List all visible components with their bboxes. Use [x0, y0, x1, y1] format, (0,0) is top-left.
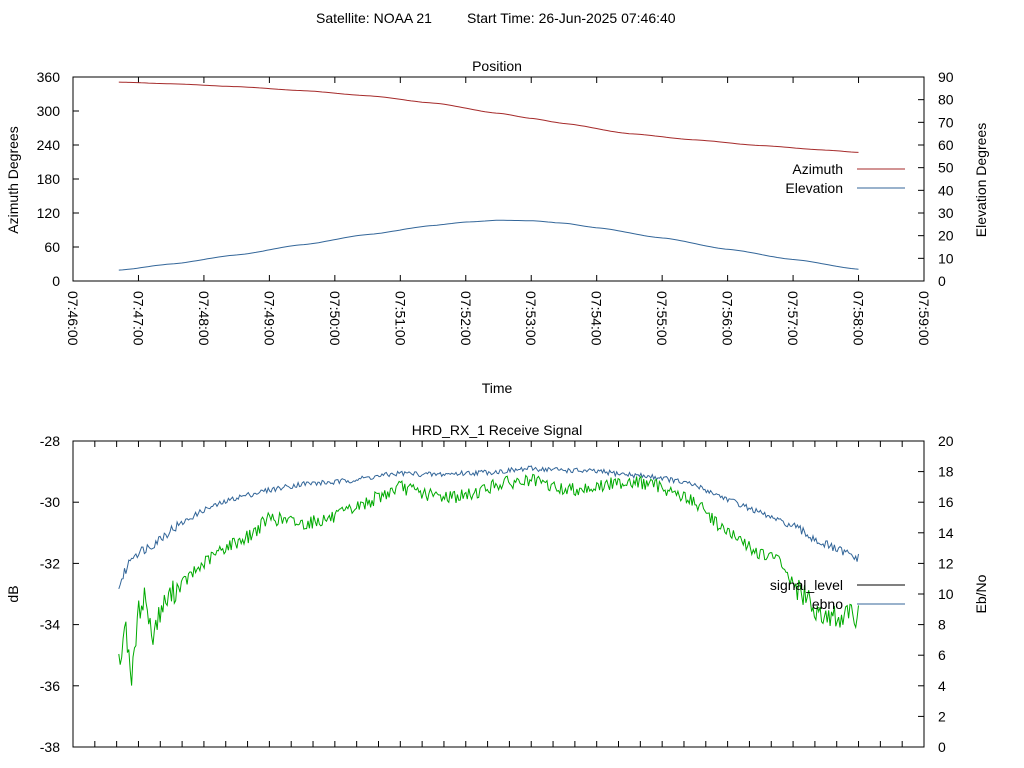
x-tick-label: 07:49:00 [261, 291, 277, 346]
x-tick-label: 07:46:00 [65, 291, 81, 346]
position-y2-ticks: 0 10 20 30 40 50 60 70 80 90 [918, 69, 954, 289]
y-tick-label: -34 [40, 617, 60, 633]
x-tick-label: 07:52:00 [458, 291, 474, 346]
y2-tick-label: 4 [938, 678, 946, 694]
y-tick-label: 60 [44, 239, 60, 255]
y-tick-label: 0 [52, 273, 60, 289]
y2-tick-label: 16 [938, 494, 954, 510]
signal-y2-ticks: 0 2 4 6 8 10 12 14 16 18 20 [918, 433, 954, 755]
series-line-elevation [118, 219, 859, 271]
y2-tick-label: 0 [938, 273, 946, 289]
y2-tick-label: 20 [938, 228, 954, 244]
x-tick-label: 07:56:00 [720, 291, 736, 346]
x-tick-label: 07:55:00 [654, 291, 670, 346]
series-line-signal-level-green- [118, 473, 859, 686]
y2-tick-label: 90 [938, 69, 954, 85]
x-tick-label: 07:54:00 [589, 291, 605, 346]
position-chart-title: Position [472, 58, 522, 74]
y-tick-label: 300 [37, 103, 61, 119]
y2-tick-label: 80 [938, 92, 954, 108]
y2-tick-label: 40 [938, 182, 954, 198]
y-tick-label: -38 [40, 739, 60, 755]
signal-legend: signal_level ebno [770, 577, 905, 612]
position-x-ticks: 07:46:00 07:47:00 07:48:00 07:49:00 07:50:00… [65, 77, 932, 346]
signal-series [118, 465, 859, 686]
legend-azimuth-label: Azimuth [792, 161, 843, 177]
signal-y-axis-label: dB [5, 585, 21, 602]
y-tick-label: 180 [37, 171, 61, 187]
header-satellite: Satellite: NOAA 21 [316, 10, 432, 26]
x-tick-label: 07:47:00 [130, 291, 146, 346]
legend-ebno-label: ebno [812, 596, 843, 612]
x-tick-label: 07:57:00 [785, 291, 801, 346]
y2-tick-label: 50 [938, 160, 954, 176]
y2-tick-label: 14 [938, 525, 954, 541]
y-tick-label: 120 [37, 205, 61, 221]
position-x-axis-label: Time [482, 380, 513, 396]
y2-tick-label: 30 [938, 205, 954, 221]
x-tick-label: 07:59:00 [916, 291, 932, 346]
x-tick-label: 07:50:00 [327, 291, 343, 346]
y2-tick-label: 8 [938, 617, 946, 633]
x-tick-label: 07:48:00 [196, 291, 212, 346]
y-tick-label: -28 [40, 433, 60, 449]
y2-tick-label: 12 [938, 555, 954, 571]
series-line-ebno [118, 465, 859, 590]
position-y2-axis-label: Elevation Degrees [973, 123, 989, 237]
x-tick-label: 07:58:00 [851, 291, 867, 346]
y2-tick-label: 10 [938, 586, 954, 602]
y2-tick-label: 18 [938, 464, 954, 480]
position-y-axis-label: Azimuth Degrees [5, 126, 21, 233]
x-tick-label: 07:51:00 [392, 291, 408, 346]
y2-tick-label: 6 [938, 647, 946, 663]
y-tick-label: -32 [40, 555, 60, 571]
y-tick-label: 240 [37, 137, 61, 153]
signal-chart-title: HRD_RX_1 Receive Signal [412, 422, 582, 438]
y2-tick-label: 60 [938, 137, 954, 153]
position-legend: Azimuth Elevation [785, 161, 905, 196]
y-tick-label: -30 [40, 494, 60, 510]
signal-x-ticks [72, 441, 925, 747]
y2-tick-label: 10 [938, 250, 954, 266]
legend-signal-level-label: signal_level [770, 577, 843, 593]
signal-y-ticks: -38 -36 -34 -32 -30 -28 [40, 433, 79, 755]
position-chart: Position 0 60 120 180 240 300 360 0 10 20 30 40 50 6… [5, 58, 989, 396]
position-y-ticks: 0 60 120 180 240 300 360 [37, 69, 79, 289]
y2-tick-label: 2 [938, 708, 946, 724]
y-tick-label: 360 [37, 69, 61, 85]
y-tick-label: -36 [40, 678, 60, 694]
y2-tick-label: 20 [938, 433, 954, 449]
series-line-azimuth [118, 81, 859, 153]
legend-elevation-label: Elevation [785, 180, 843, 196]
header-start-time: Start Time: 26-Jun-2025 07:46:40 [467, 10, 676, 26]
signal-chart: HRD_RX_1 Receive Signal -38-36-34-32-30-… [5, 422, 989, 755]
signal-y2-axis-label: Eb/No [973, 574, 989, 613]
x-tick-label: 07:53:00 [523, 291, 539, 346]
y2-tick-label: 70 [938, 114, 954, 130]
position-series [118, 81, 859, 271]
position-plot-frame [72, 76, 925, 282]
y2-tick-label: 0 [938, 739, 946, 755]
